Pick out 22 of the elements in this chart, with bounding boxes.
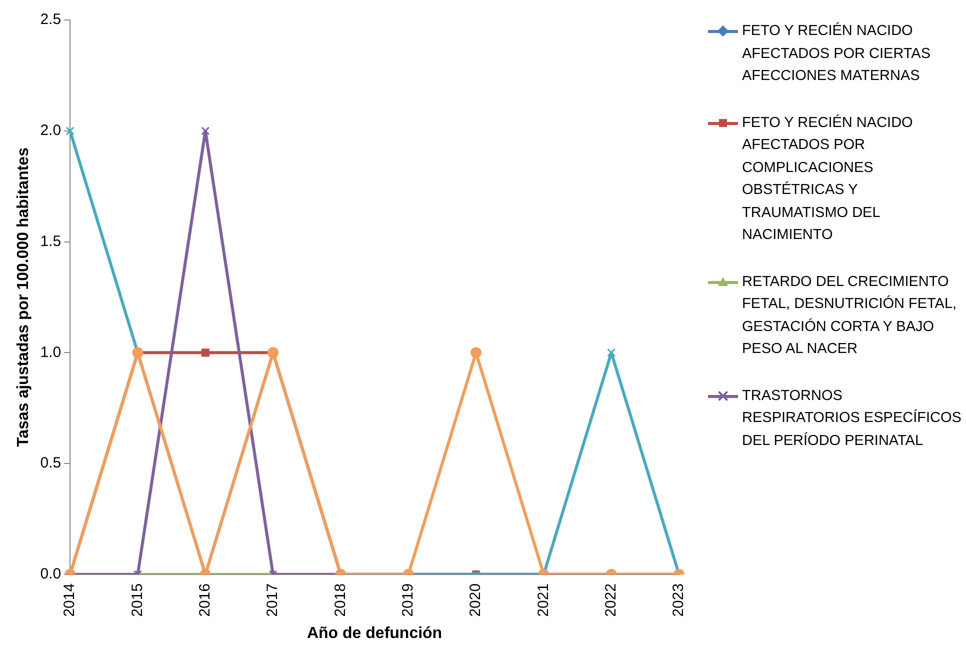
y-tick-label: 1.0 xyxy=(40,344,62,361)
x-tick-label: 2015 xyxy=(128,583,146,617)
legend-label: FETO Y RECIÉN NACIDO AFECTADOS POR CIERTAS AFECCIONES MATERNAS xyxy=(742,23,931,84)
x-tick-label: 2020 xyxy=(467,583,484,617)
legend-label: TRASTORNOS RESPIRATORIOS ESPECÍFICOS DEL PERÍODO PERINATAL xyxy=(742,388,962,448)
x-tick-label: 2014 xyxy=(61,583,78,617)
y-tick-label: 0.5 xyxy=(40,454,62,472)
x-tick-label: 2022 xyxy=(602,583,620,617)
y-tick-label: 2.5 xyxy=(40,11,62,28)
x-tick-label: 2017 xyxy=(264,583,282,617)
y-tick-label: 0.0 xyxy=(40,566,62,583)
legend-label: FETO Y RECIÉN NACIDO AFECTADOS POR COMPLICACIONES OBSTÉTRICAS Y TRAUMATISMO DEL NACIMIENTO xyxy=(742,114,913,243)
x-tick-label: 2019 xyxy=(399,583,416,617)
x-tick-label: 2018 xyxy=(332,583,349,617)
x-axis-title: Año de defunción xyxy=(306,624,442,642)
x-tick-label: 2023 xyxy=(670,583,688,617)
y-tick-label: 2.0 xyxy=(40,122,62,140)
legend-label: RETARDO DEL CRECIMIENTO FETAL, DESNUTRICIÓN FETAL, GESTACIÓN CORTA Y BAJO PESO AL NACER xyxy=(742,274,957,357)
y-axis-title: Tasas ajustadas por 100.000 habitantes xyxy=(15,147,32,447)
y-tick-label: 1.5 xyxy=(40,232,62,250)
x-tick-label: 2021 xyxy=(534,583,552,617)
x-tick-label: 2016 xyxy=(196,583,214,617)
